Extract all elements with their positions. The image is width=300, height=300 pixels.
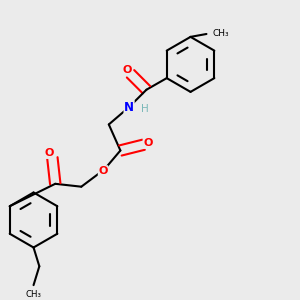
Text: N: N [124, 100, 134, 114]
Text: CH₃: CH₃ [212, 29, 229, 38]
Text: CH₃: CH₃ [26, 290, 41, 299]
Text: H: H [141, 104, 149, 114]
Text: O: O [122, 65, 132, 75]
Text: O: O [44, 148, 54, 158]
Text: O: O [98, 166, 108, 176]
Text: O: O [143, 138, 153, 148]
